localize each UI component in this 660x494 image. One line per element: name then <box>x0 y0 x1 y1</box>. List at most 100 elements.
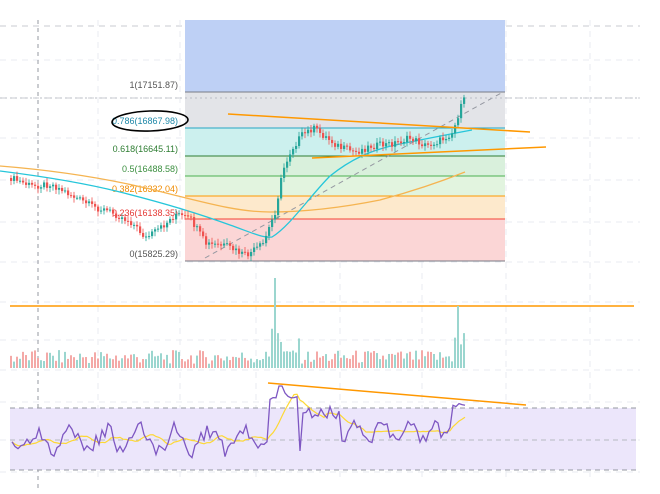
volume-bar <box>241 352 243 368</box>
volume-bar <box>118 360 120 368</box>
volume-bar <box>307 351 309 368</box>
candle-body <box>208 242 211 245</box>
volume-bar <box>136 357 138 368</box>
rsi-line <box>11 385 466 459</box>
volume-bar <box>409 351 411 368</box>
volume-bar <box>169 363 171 368</box>
volume-bar <box>16 356 18 368</box>
annotation-circle[interactable] <box>111 110 189 133</box>
trendline-rsi-divergence[interactable] <box>267 382 527 406</box>
candle-body <box>76 197 79 199</box>
volume-bar <box>328 360 330 368</box>
volume-bar <box>157 355 159 368</box>
candle-body <box>19 180 22 182</box>
volume-bar <box>73 357 75 368</box>
candle-body <box>25 182 28 185</box>
candle-body <box>211 242 214 244</box>
volume-bar <box>220 358 222 368</box>
volume-bar <box>232 356 234 368</box>
volume-bar <box>115 355 117 368</box>
candle-body <box>346 145 349 147</box>
candle-body <box>220 244 223 246</box>
candle-body <box>352 150 355 152</box>
candle-body <box>400 141 403 144</box>
volume-bar <box>100 352 102 368</box>
candle-body <box>97 206 100 212</box>
volume-bar <box>238 357 240 368</box>
candle-body <box>157 228 160 230</box>
candle-body <box>328 136 331 140</box>
volume-bar <box>97 358 99 368</box>
fib-label-0382: 0.382(16332.04) <box>112 184 178 194</box>
candle-body <box>58 187 61 190</box>
volume-bar <box>310 361 312 368</box>
candle-body <box>355 150 358 152</box>
volume-bar <box>91 357 93 368</box>
volume-bar <box>139 362 141 368</box>
volume-bar <box>202 351 204 368</box>
candle-body <box>16 176 19 181</box>
candle-body <box>397 141 400 143</box>
price-candles[interactable] <box>10 94 466 261</box>
trendline-upper-price[interactable] <box>227 113 531 133</box>
candle-body <box>304 132 307 134</box>
moving-average-fast <box>0 129 473 238</box>
volume-bar <box>133 354 135 368</box>
volume-bar <box>349 358 351 368</box>
volume-bar <box>181 359 183 368</box>
volume-bar <box>31 351 33 368</box>
volume-bar <box>445 356 447 368</box>
volume-bar <box>355 350 357 368</box>
volume-bar <box>304 359 306 368</box>
candle-body <box>247 252 250 257</box>
volume-bar <box>52 355 54 368</box>
candle-body <box>124 217 127 221</box>
volume-bars <box>10 278 465 368</box>
fib-retracement-tool[interactable]: 1(17151.87) 0.786(16867.98) 0.618(16645.… <box>112 20 505 262</box>
fib-zone-top <box>185 20 505 92</box>
trendline-lower-price[interactable] <box>311 146 547 159</box>
volume-bar <box>88 362 90 368</box>
candle-body <box>22 180 25 183</box>
candle-body <box>115 213 118 218</box>
volume-bar <box>283 351 285 368</box>
volume-bar <box>361 362 363 368</box>
candle-body <box>253 247 256 252</box>
volume-bar <box>121 358 123 368</box>
volume-bar <box>25 355 27 368</box>
candle-body <box>232 245 235 251</box>
candle-body <box>451 133 454 138</box>
candle-body <box>283 167 286 178</box>
volume-bar <box>106 353 108 368</box>
candle-body <box>94 203 97 207</box>
candle-body <box>52 184 55 187</box>
candle-body <box>364 148 367 152</box>
volume-bar <box>388 353 390 368</box>
candle-body <box>394 141 397 147</box>
volume-bar <box>64 351 66 368</box>
volume-bar <box>403 358 405 368</box>
fib-diagonal <box>204 91 504 259</box>
volume-bar <box>262 358 264 368</box>
candle-body <box>13 176 16 181</box>
volume-bar <box>196 355 198 368</box>
candle-body <box>70 195 73 197</box>
volume-bar <box>442 357 444 368</box>
volume-bar <box>124 355 126 368</box>
volume-bar <box>448 356 450 368</box>
candle-body <box>40 187 43 189</box>
volume-bar <box>358 362 360 368</box>
candle-body <box>199 226 202 232</box>
volume-bar <box>292 350 294 368</box>
candle-body <box>133 224 136 226</box>
candle-body <box>229 243 232 246</box>
rsi-band <box>10 408 636 470</box>
candle-body <box>226 243 229 245</box>
volume-bar <box>46 352 48 368</box>
candle-body <box>91 201 94 204</box>
volume-bar <box>301 363 303 368</box>
candle-body <box>196 226 199 228</box>
volume-bar <box>166 354 168 368</box>
candle-body <box>187 215 190 217</box>
